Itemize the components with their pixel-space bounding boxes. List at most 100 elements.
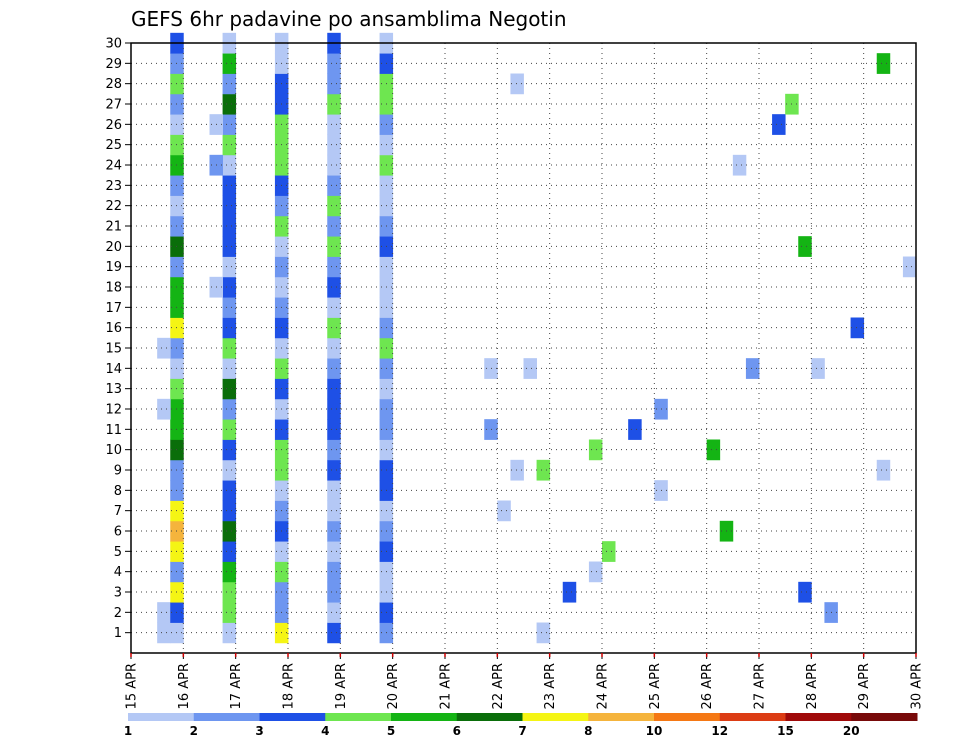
- plot-frame: [130, 42, 917, 654]
- heatmap-cell: [222, 500, 237, 522]
- legend-level-label: 6: [453, 724, 461, 738]
- x-tick-label: 23 APR: [543, 663, 558, 709]
- legend-level-label: 12: [711, 724, 728, 738]
- y-tick-label: 11: [105, 423, 122, 438]
- heatmap-cell: [327, 337, 341, 359]
- heatmap-cell: [327, 175, 341, 196]
- heatmap-cell: [222, 520, 237, 542]
- heatmap-cell: [510, 73, 524, 95]
- y-tick-label: 18: [105, 281, 122, 296]
- heatmap-cell: [327, 602, 341, 623]
- x-tick-label: 15 APR: [125, 663, 140, 709]
- x-tick-label: 26 APR: [700, 663, 715, 709]
- legend-color-segment: [193, 713, 260, 721]
- y-tick-label: 1: [114, 626, 122, 641]
- y-tick-label: 29: [105, 57, 122, 72]
- heatmap-cell: [222, 297, 237, 318]
- x-tick-label: 27 APR: [753, 663, 768, 709]
- heatmap-cell: [222, 195, 237, 217]
- heatmap-cell: [628, 419, 642, 440]
- heatmap-cell: [562, 581, 577, 603]
- heatmap-cell: [222, 53, 237, 74]
- y-tick-label: 15: [105, 342, 122, 357]
- heatmap-cell: [222, 215, 237, 237]
- heatmap-cell: [327, 276, 341, 298]
- x-tick-label: 16 APR: [177, 663, 192, 709]
- legend-color-segment: [719, 713, 786, 721]
- y-tick-label: 28: [105, 77, 122, 92]
- x-tick-label: 17 APR: [229, 663, 244, 709]
- legend-level-label: 1: [124, 724, 132, 738]
- heatmap-cell: [222, 73, 237, 95]
- legend-color-segment: [654, 713, 721, 721]
- heatmap-cell: [327, 73, 341, 95]
- heatmap-cell: [222, 378, 237, 400]
- y-tick-label: 10: [105, 443, 122, 458]
- heatmap-cell: [523, 358, 537, 379]
- heatmap-cell: [536, 459, 551, 481]
- heatmap-cell: [536, 622, 551, 644]
- heatmap-cell: [327, 378, 341, 400]
- grid-lines: [131, 42, 916, 653]
- heatmap-cell: [327, 215, 341, 237]
- y-tick-label: 20: [105, 240, 122, 255]
- heatmap-cell: [327, 154, 341, 176]
- heatmap-cell: [484, 419, 498, 440]
- legend-color-segment: [259, 713, 326, 721]
- heatmap-cell: [222, 561, 237, 583]
- heatmap-cell: [484, 358, 498, 379]
- heatmap-cell: [157, 602, 171, 623]
- heatmap-cell: [222, 114, 237, 135]
- y-tick-label: 8: [114, 484, 122, 499]
- heatmap-cell: [222, 581, 237, 603]
- legend-color-segment: [522, 713, 589, 721]
- heatmap-cell: [157, 337, 171, 359]
- x-tick-label: 24 APR: [596, 663, 611, 709]
- heatmap-cell: [222, 358, 237, 379]
- y-tick-label: 14: [105, 362, 122, 377]
- heatmap-cell: [327, 114, 341, 135]
- heatmap-cell: [327, 480, 341, 501]
- legend-level-label: 8: [584, 724, 592, 738]
- heatmap-cell: [876, 459, 891, 481]
- legend-color-segment: [325, 713, 392, 721]
- heatmap-cell: [222, 480, 237, 501]
- heatmap-cell: [222, 541, 237, 562]
- legend-level-label: 20: [843, 724, 860, 738]
- heatmap-cell: [157, 398, 171, 420]
- legend-color-segment: [851, 713, 918, 721]
- heatmap-cell: [222, 256, 237, 278]
- legend-level-label: 2: [190, 724, 198, 738]
- heatmap-cell: [327, 581, 341, 603]
- heatmap-cell: [222, 134, 237, 156]
- heatmap-cell: [222, 236, 237, 257]
- heatmap-cell: [811, 358, 825, 379]
- legend-level-label: 5: [387, 724, 395, 738]
- heatmap-cell: [732, 154, 747, 176]
- heatmap-cell: [327, 561, 341, 583]
- heatmap-cell: [327, 419, 341, 440]
- heatmap-cell: [327, 459, 341, 481]
- legend-color-segment: [588, 713, 655, 721]
- heatmap-cell: [222, 317, 237, 339]
- heatmap-cell: [222, 93, 237, 115]
- y-tick-label: 5: [114, 545, 122, 560]
- y-tick-label: 26: [105, 118, 122, 133]
- heatmap-cell: [327, 398, 341, 420]
- legend-level-label: 7: [518, 724, 526, 738]
- heatmap-cell: [222, 459, 237, 481]
- y-tick-label: 21: [105, 220, 122, 235]
- heatmap-cell: [222, 175, 237, 196]
- y-tick-label: 30: [105, 37, 122, 52]
- heatmap-cell: [222, 602, 237, 623]
- legend-level-label: 10: [646, 724, 663, 738]
- heatmap-cell: [222, 439, 237, 461]
- y-tick-label: 3: [114, 586, 122, 601]
- y-tick-label: 27: [105, 98, 122, 113]
- heatmap-cell: [902, 256, 917, 278]
- heatmap-cell: [772, 114, 786, 135]
- heatmap-cell: [497, 500, 511, 522]
- heatmap-cell: [706, 439, 721, 461]
- y-axis: 1234567891011121314151617181920212223242…: [105, 37, 131, 641]
- x-tick-label: 29 APR: [857, 663, 872, 709]
